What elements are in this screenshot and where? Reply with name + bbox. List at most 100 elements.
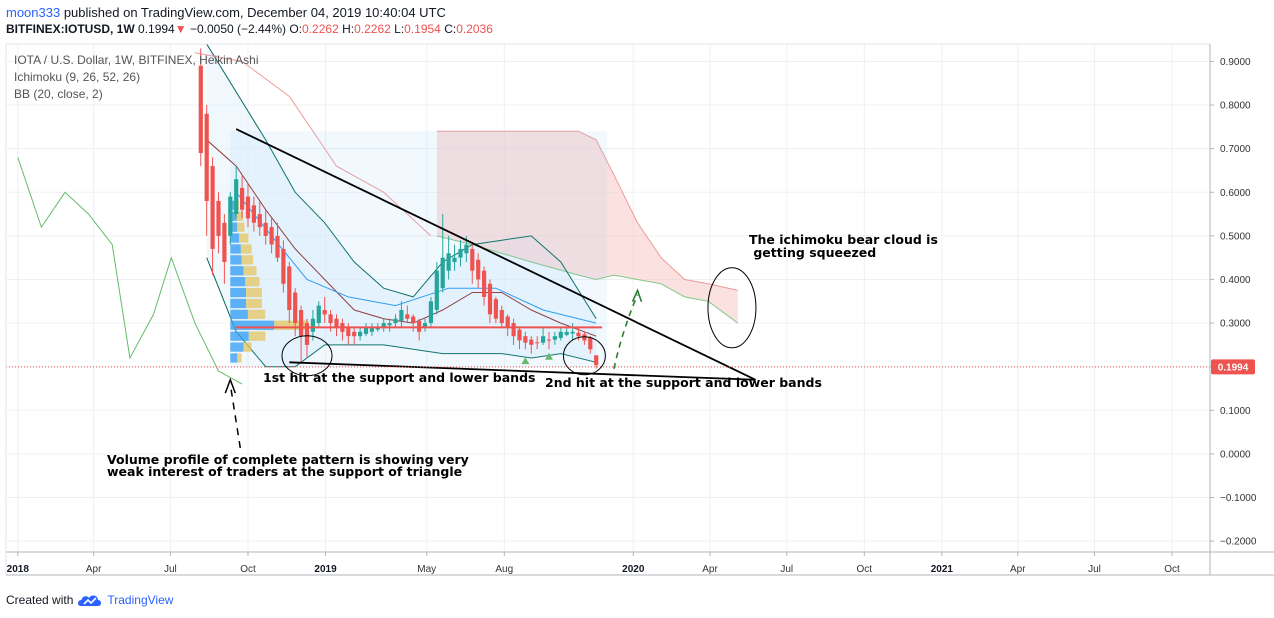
volume-profile-up-bar — [230, 266, 244, 276]
candle-body — [263, 222, 268, 236]
author-link[interactable]: moon333 — [6, 5, 61, 20]
price-axis-ticks: 0.9000 0.8000 0.7000 0.6000 0.5000 0.4000 0.30… — [1210, 57, 1257, 548]
buy-signal-marker — [521, 357, 530, 365]
x-tick-label: Jul — [164, 564, 177, 575]
last-price: 0.1994 — [138, 22, 175, 36]
candle-body — [558, 331, 563, 338]
lagging-span-line — [17, 157, 243, 385]
x-tick-label: 2021 — [931, 564, 954, 575]
candle-body — [458, 248, 463, 258]
x-tick-label: 2020 — [622, 564, 645, 575]
volume-profile-down-bar — [239, 233, 249, 243]
candle-body — [399, 310, 404, 321]
candle-body — [316, 305, 321, 323]
x-tick-label: Aug — [495, 564, 513, 575]
volume-profile-up-bar — [230, 342, 244, 352]
candle-body — [363, 327, 369, 334]
candle-body — [452, 257, 457, 263]
candle-body — [428, 301, 433, 324]
y-tick-label: 0.5000 — [1220, 231, 1251, 242]
annotation-volume-2: weak interest of traders at the support … — [107, 464, 462, 479]
candle-body — [493, 299, 498, 319]
open-label: O: — [289, 22, 303, 36]
volume-profile-up-bar — [230, 320, 275, 330]
candle-body — [240, 187, 245, 210]
bb-fill-area — [206, 44, 597, 367]
last-price-badge — [1211, 359, 1255, 375]
bb-upper-line — [206, 43, 597, 319]
high-value: 0.2262 — [354, 22, 391, 36]
breakout-arrow-line — [613, 294, 639, 370]
y-tick-label: 0.0000 — [1220, 449, 1251, 460]
candle-body — [446, 253, 451, 271]
bb-basis-line — [206, 139, 597, 337]
volume-profile-up-bar — [230, 331, 249, 341]
volume-arrow-head — [224, 377, 236, 394]
first-hit-ellipse — [281, 335, 333, 377]
candle-body — [322, 310, 327, 315]
volume-profile-down-bar — [237, 222, 245, 232]
senkou-span-a-line — [436, 130, 738, 291]
close-value: 0.2036 — [456, 22, 493, 36]
volume-profile-down-bar — [237, 353, 242, 363]
candle-body — [511, 323, 516, 337]
last-price-label: 0.1994 — [1218, 362, 1249, 373]
footer: Created with TradingView — [6, 593, 173, 607]
low-value: 0.1954 — [404, 22, 441, 36]
symbol-header: BITFINEX:IOTUSD, 1W 0.1994▼ −0.0050 (−2.… — [6, 22, 493, 36]
candle-body — [464, 244, 469, 254]
candle-body — [299, 310, 304, 337]
volume-profile-up-bar — [230, 277, 246, 287]
candle-body — [293, 292, 298, 323]
legend-line-1[interactable]: IOTA / U.S. Dollar, 1W, BITFINEX, Heikin… — [14, 53, 259, 67]
candle-body — [405, 314, 410, 319]
price-change: −0.0050 (−2.44%) — [189, 22, 287, 36]
time-axis-ticks[interactable]: 2018 Apr Jul Oct 2019 May Aug 2020 Apr Jul Oct 2021… — [7, 552, 1180, 575]
candle-body — [387, 323, 392, 326]
x-tick-label: Oct — [1164, 564, 1180, 575]
y-tick-label: 0.8000 — [1220, 101, 1251, 112]
volume-profile-down-bar — [241, 255, 254, 265]
candle-body — [216, 201, 221, 236]
y-tick-label: −0.2000 — [1220, 537, 1257, 548]
candle-body — [275, 235, 280, 258]
legend-line-3[interactable]: BB (20, close, 2) — [14, 87, 103, 101]
volume-profile-down-bar — [240, 244, 252, 254]
ichimoku-cloud — [436, 130, 739, 324]
annotation-first-hit: 1st hit at the support and lower bands — [263, 370, 535, 385]
volume-profile-down-bar — [243, 266, 257, 276]
price-axis[interactable] — [1210, 44, 1274, 552]
tradingview-brand-link[interactable]: TradingView — [107, 593, 174, 607]
volume-profile-up-bar — [230, 353, 238, 363]
breakout-arrow-head — [631, 288, 643, 303]
senkou-span-b-line — [436, 235, 739, 324]
candles — [198, 48, 599, 369]
x-tick-label: Apr — [1010, 564, 1026, 575]
annotation-second-hit: 2nd hit at the support and lower bands — [545, 375, 822, 390]
x-tick-label: Apr — [702, 564, 718, 575]
candle-body — [535, 342, 540, 344]
candle-body — [234, 179, 239, 215]
x-tick-label: Oct — [857, 564, 873, 575]
candle-body — [434, 270, 439, 310]
candle-body — [505, 316, 510, 328]
candle-body — [198, 65, 203, 153]
volume-profile-up-bar — [230, 222, 238, 232]
candle-body — [529, 339, 534, 345]
candle-body — [346, 327, 351, 337]
candle-body — [588, 337, 593, 350]
legend-line-2[interactable]: Ichimoku (9, 26, 52, 26) — [14, 70, 140, 84]
x-tick-label: 2019 — [314, 564, 337, 575]
x-tick-label: Jul — [780, 564, 793, 575]
candle-body — [328, 314, 333, 324]
user-drawings — [6, 128, 1210, 449]
x-tick-label: Oct — [240, 564, 256, 575]
last-price-marker: 0.1994 — [1211, 359, 1255, 375]
volume-profile-up-bar — [230, 244, 241, 254]
volume-profile-down-bar — [247, 309, 266, 320]
volume-profile-up-bar — [230, 233, 240, 243]
volume-profile-down-bar — [246, 298, 262, 309]
symbol-name[interactable]: BITFINEX:IOTUSD, 1W — [6, 22, 135, 36]
candle-body — [228, 196, 233, 236]
